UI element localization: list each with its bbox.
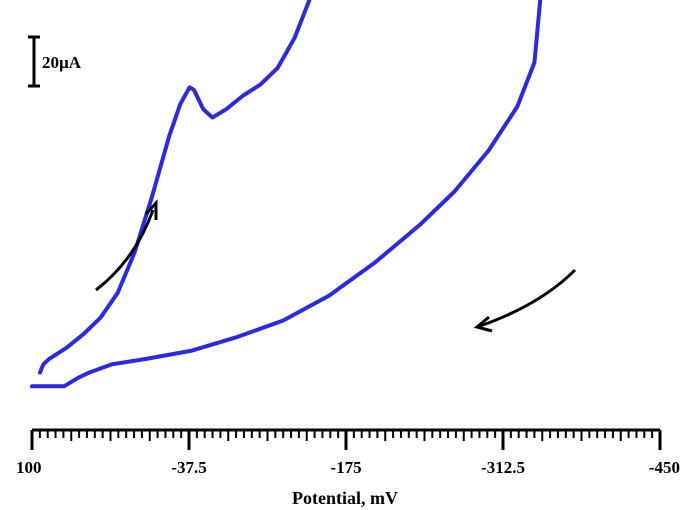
x-tick-label: -450	[649, 458, 680, 477]
anodic-sweep-arrow	[95, 209, 155, 292]
voltammogram-trace	[30, 0, 543, 389]
x-tick-label: -37.5	[171, 458, 206, 477]
x-tick-label: -175	[330, 458, 361, 477]
scale-bar-label: 20µA	[42, 53, 82, 72]
cathodic-sweep-arrowhead	[473, 315, 493, 333]
x-tick-label: -312.5	[481, 458, 525, 477]
x-axis-ticks	[30, 430, 662, 450]
x-axis-label: Potential, mV	[292, 488, 398, 508]
current-scale-bar: 20µA	[28, 35, 82, 88]
x-axis: 100 -37.5 -175 -312.5 -450 Potential, mV	[16, 428, 680, 508]
anodic-sweep-arrowhead	[144, 199, 158, 220]
sweep-arrows	[95, 199, 577, 333]
x-tick-label: 100	[16, 458, 42, 477]
x-axis-tick-labels: 100 -37.5 -175 -312.5 -450	[16, 458, 680, 477]
cathodic-sweep-arrow	[479, 268, 577, 328]
voltammogram-trace-group	[30, 0, 543, 389]
